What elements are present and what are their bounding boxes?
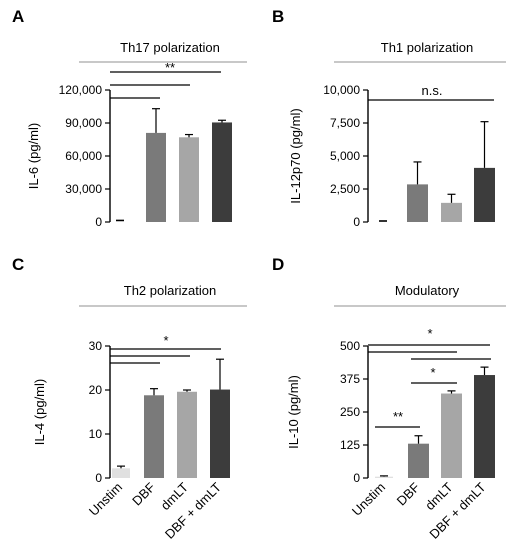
bar xyxy=(408,443,429,478)
panel-title: Th17 polarization xyxy=(120,40,220,55)
y-tick-label: 5,000 xyxy=(330,149,360,163)
panel-d: D Modulatory 0 125 250 375 500 IL-10 (pg/ml) Uns… xyxy=(272,255,506,542)
panel-letter: C xyxy=(12,255,24,274)
panel-title: Modulatory xyxy=(395,283,460,298)
y-tick-label: 375 xyxy=(340,372,360,386)
bar xyxy=(441,393,462,478)
bar xyxy=(210,389,230,478)
bar xyxy=(441,202,462,222)
y-axis-label: IL-4 (pg/ml) xyxy=(32,379,47,445)
y-tick-label: 30,000 xyxy=(65,182,102,196)
y-tick-label: 7,500 xyxy=(330,116,360,130)
y-tick-label: 10 xyxy=(89,427,103,441)
y-tick-label: 20 xyxy=(89,383,103,397)
x-tick-label: DBF xyxy=(129,479,158,508)
panel-title: Th1 polarization xyxy=(381,40,474,55)
panel-c: C Th2 polarization 0 10 20 30 IL-4 (pg/ml) Unst… xyxy=(12,255,247,542)
y-tick-label: 10,000 xyxy=(323,83,360,97)
bar xyxy=(146,132,166,222)
y-tick-label: 0 xyxy=(95,215,102,229)
y-axis-label: IL-6 (pg/ml) xyxy=(26,123,41,189)
significance-label: * xyxy=(430,365,435,380)
bar xyxy=(474,167,495,222)
panel-letter: B xyxy=(272,7,284,26)
panel-letter: D xyxy=(272,255,284,274)
x-tick-label: Unstim xyxy=(349,480,388,519)
y-tick-label: 90,000 xyxy=(65,116,102,130)
y-tick-label: 0 xyxy=(353,471,360,485)
bar xyxy=(212,122,232,222)
y-tick-label: 60,000 xyxy=(65,149,102,163)
bar xyxy=(407,184,428,222)
y-tick-label: 2,500 xyxy=(330,182,360,196)
panel-a: A Th17 polarization 0 30,000 60,000 90,000 120… xyxy=(12,7,247,229)
y-tick-label: 250 xyxy=(340,405,360,419)
panel-b: B Th1 polarization 0 2,500 5,000 7,500 10,000 I… xyxy=(272,7,506,229)
significance-label: ** xyxy=(393,409,403,424)
x-tick-label: Unstim xyxy=(86,480,125,519)
bar xyxy=(375,476,393,478)
x-tick-label: DBF xyxy=(394,479,423,508)
y-tick-label: 30 xyxy=(89,339,103,353)
bar xyxy=(177,391,197,478)
significance-label: * xyxy=(427,326,432,341)
bar xyxy=(474,375,495,478)
panel-letter: A xyxy=(12,7,24,26)
panel-title: Th2 polarization xyxy=(124,283,217,298)
significance-label: n.s. xyxy=(422,83,443,98)
y-tick-label: 120,000 xyxy=(59,83,103,97)
y-axis-label: IL-12p70 (pg/ml) xyxy=(288,108,303,203)
significance-label: ** xyxy=(165,60,175,75)
bar xyxy=(112,468,130,478)
y-tick-label: 0 xyxy=(353,215,360,229)
y-tick-label: 0 xyxy=(95,471,102,485)
y-tick-label: 125 xyxy=(340,438,360,452)
bar xyxy=(179,137,199,222)
y-axis-label: IL-10 (pg/ml) xyxy=(286,375,301,449)
bar xyxy=(144,395,164,478)
significance-label: * xyxy=(163,333,168,348)
y-tick-label: 500 xyxy=(340,339,360,353)
